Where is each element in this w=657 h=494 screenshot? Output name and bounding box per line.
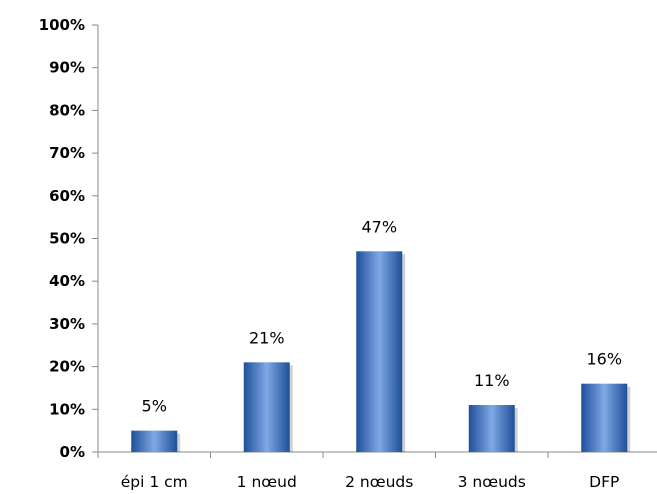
y-tick-label: 0% (60, 443, 85, 461)
y-tick-label: 100% (39, 16, 85, 34)
x-axis: épi 1 cm 1 nœud 2 nœuds 3 nœuds DFP (97, 451, 657, 491)
bar-4 (468, 405, 515, 452)
data-label: 11% (474, 371, 510, 390)
x-category-label: DFP (589, 473, 619, 491)
x-category-label: 1 nœud (237, 473, 297, 491)
data-label: 47% (361, 217, 397, 236)
y-tick-label: 30% (49, 315, 85, 333)
data-labels: 5% 21% 47% 11% 16% (142, 217, 622, 415)
bar-5 (581, 383, 628, 452)
bars (131, 251, 631, 452)
y-tick-label: 40% (49, 272, 85, 290)
y-tick-label: 50% (49, 230, 85, 248)
data-label: 21% (249, 328, 285, 347)
bar-2 (243, 362, 290, 452)
y-tick-label: 70% (49, 144, 85, 162)
bar-3 (356, 251, 403, 452)
data-label: 5% (142, 397, 167, 416)
y-tick-label: 80% (49, 101, 85, 119)
x-category-label: 2 nœuds (345, 473, 413, 491)
y-tick-label: 20% (49, 358, 85, 376)
y-tick-label: 60% (49, 187, 85, 205)
y-tick-label: 10% (49, 400, 85, 418)
y-tick-label: 90% (49, 59, 85, 77)
x-category-label: 3 nœuds (458, 473, 526, 491)
x-category-label: épi 1 cm (121, 473, 188, 491)
y-axis: 0% 10% 20% 30% 40% 50% 60% 70% 80% 90% 100% (39, 16, 99, 461)
data-label: 16% (586, 350, 622, 369)
bar-1 (131, 430, 178, 452)
